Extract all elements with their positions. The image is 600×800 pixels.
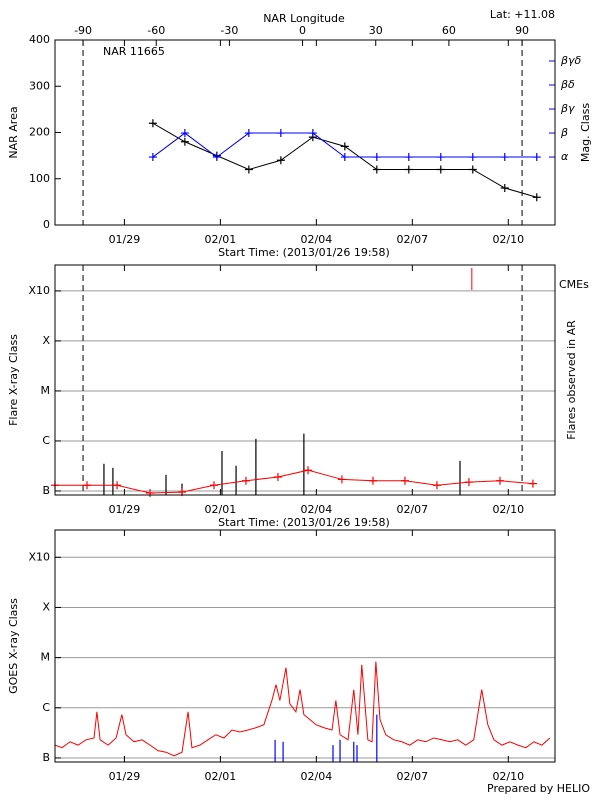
x2-tick-label: 90 — [515, 24, 529, 37]
y2-tick-label: βδ — [560, 78, 575, 91]
x-tick-label: 02/01 — [205, 770, 237, 783]
footer: Prepared by HELIO — [487, 782, 590, 795]
x2-axis-label: NAR Longitude — [263, 12, 345, 25]
x2-tick-label: 60 — [442, 24, 456, 37]
x2-tick-label: -60 — [147, 24, 165, 37]
point-marker — [372, 165, 381, 174]
point-marker — [212, 153, 221, 162]
y-tick-label: 400 — [29, 33, 50, 46]
point-marker — [400, 476, 409, 485]
chart-title: NAR 11665 — [103, 45, 165, 58]
point-marker — [528, 479, 537, 488]
x-tick-label: 02/01 — [205, 233, 237, 246]
point-marker — [244, 129, 253, 138]
series-line — [54, 661, 551, 757]
cme-label: CMEs — [559, 278, 589, 291]
y-tick-label: C — [42, 434, 50, 447]
point-marker — [532, 153, 541, 162]
point-marker — [464, 478, 473, 487]
x2-tick-label: -90 — [74, 24, 92, 37]
point-marker — [180, 137, 189, 146]
y-tick-label: M — [41, 384, 51, 397]
x-tick-label: 02/10 — [492, 233, 524, 246]
y-tick-label: 300 — [29, 79, 50, 92]
x2-tick-label: 0 — [299, 24, 306, 37]
x-tick-label: 02/01 — [205, 503, 237, 516]
x-tick-label: 02/04 — [301, 503, 333, 516]
y-tick-label: 100 — [29, 172, 50, 185]
point-marker — [372, 153, 381, 162]
x-tick-label: 02/10 — [492, 503, 524, 516]
point-marker — [340, 153, 349, 162]
x-tick-label: 02/04 — [301, 233, 333, 246]
point-marker — [468, 165, 477, 174]
y-tick-label: M — [41, 651, 51, 664]
point-marker — [82, 481, 91, 490]
point-marker — [146, 489, 155, 498]
point-marker — [244, 165, 253, 174]
y2-axis-label: Flares observed in AR — [565, 320, 578, 440]
point-marker — [340, 142, 349, 151]
point-marker — [432, 481, 441, 490]
x-axis-label: Start Time: (2013/01/26 19:58) — [218, 516, 390, 529]
y-tick-label: 0 — [43, 218, 50, 231]
plot-frame — [54, 529, 556, 763]
point-marker — [436, 153, 445, 162]
annotation: Lat: +11.08 — [490, 8, 555, 21]
x2-tick-label: -30 — [220, 24, 238, 37]
x-tick-label: 02/04 — [301, 770, 333, 783]
point-marker — [276, 129, 285, 138]
point-marker — [276, 156, 285, 165]
point-marker — [180, 129, 189, 138]
x2-tick-label: 30 — [369, 24, 383, 37]
y2-axis-label: Mag. Class — [579, 103, 592, 162]
x-tick-label: 01/29 — [109, 770, 141, 783]
x-tick-label: 02/07 — [396, 770, 428, 783]
point-marker — [337, 475, 346, 484]
point-marker — [532, 193, 541, 202]
x-tick-label: 02/07 — [396, 503, 428, 516]
y-tick-label: X — [42, 600, 50, 613]
point-marker — [148, 153, 157, 162]
x-tick-label: 02/10 — [492, 770, 524, 783]
plot-frame — [54, 39, 556, 226]
point-marker — [468, 153, 477, 162]
plot-frame — [54, 264, 556, 496]
point-marker — [404, 165, 413, 174]
point-marker — [500, 153, 509, 162]
y-axis-label: NAR Area — [7, 106, 20, 158]
point-marker — [209, 481, 218, 490]
y-tick-label: B — [42, 484, 50, 497]
point-marker — [304, 466, 313, 475]
point-marker — [495, 476, 504, 485]
y2-tick-label: βγδ — [560, 54, 582, 67]
y-tick-label: 200 — [29, 126, 50, 139]
point-marker — [404, 153, 413, 162]
x-tick-label: 01/29 — [109, 233, 141, 246]
y-axis-label: GOES X-ray Class — [7, 598, 20, 694]
point-marker — [241, 476, 250, 485]
point-marker — [273, 473, 282, 482]
y2-tick-label: β — [560, 126, 568, 139]
y-tick-label: X10 — [28, 284, 50, 297]
y2-tick-label: α — [561, 150, 569, 163]
point-marker — [113, 481, 122, 490]
point-marker — [500, 184, 509, 192]
point-marker — [308, 129, 317, 138]
y-tick-label: C — [42, 701, 50, 714]
point-marker — [436, 165, 445, 174]
point-marker — [148, 119, 157, 128]
y2-tick-label: βγ — [560, 102, 575, 115]
y-axis-label: Flare X-ray Class — [7, 334, 20, 426]
x-tick-label: 02/07 — [396, 233, 428, 246]
x-tick-label: 01/29 — [109, 503, 141, 516]
y-tick-label: X10 — [28, 550, 50, 563]
series-line — [55, 469, 533, 494]
point-marker — [368, 476, 377, 485]
y-tick-label: X — [42, 334, 50, 347]
y-tick-label: B — [42, 751, 50, 764]
x-axis-label: Start Time: (2013/01/26 19:58) — [218, 246, 390, 259]
